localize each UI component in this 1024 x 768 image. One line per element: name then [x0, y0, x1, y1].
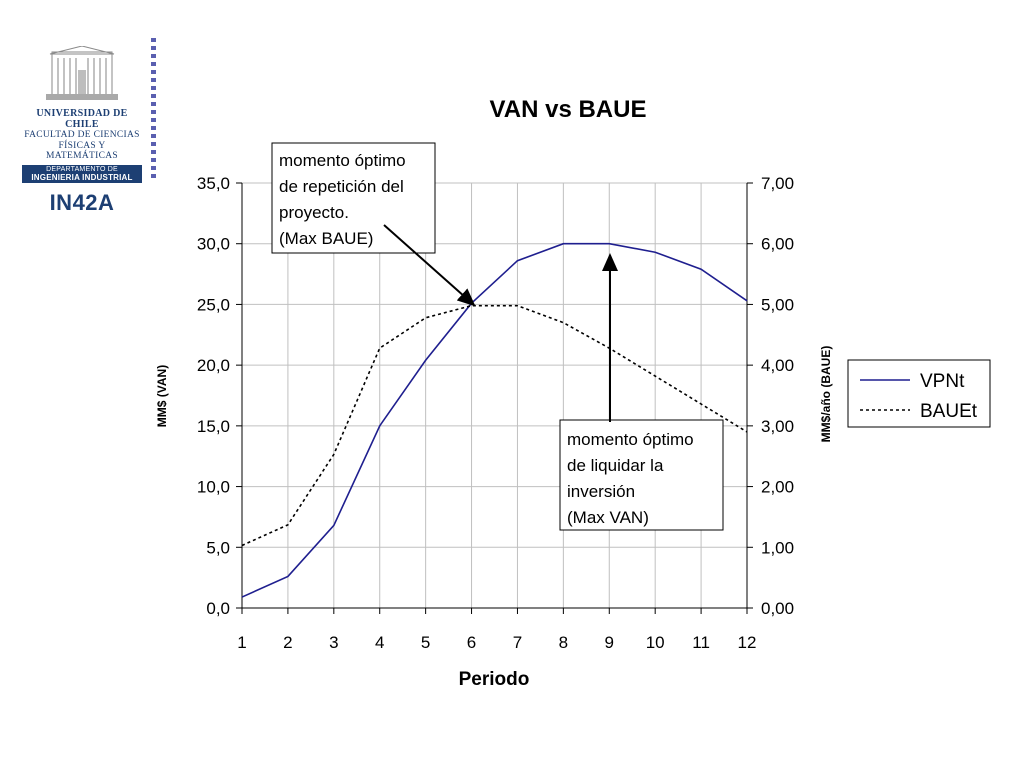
chart-title: VAN vs BAUE	[490, 96, 647, 123]
annotation-text: proyecto.	[279, 203, 349, 222]
y-tick-label-right: 6,00	[761, 235, 794, 254]
legend-label-vpnt: VPNt	[920, 371, 965, 392]
y-tick-label-left: 25,0	[197, 295, 230, 314]
x-tick-label: 2	[283, 633, 292, 652]
y-tick-label-left: 0,0	[206, 599, 230, 618]
annotation-text: de liquidar la	[567, 456, 664, 475]
y-tick-label-left: 15,0	[197, 417, 230, 436]
x-tick-label: 3	[329, 633, 338, 652]
y-tick-label-left: 5,0	[206, 538, 230, 557]
y-tick-label-right: 5,00	[761, 295, 794, 314]
y-tick-label-right: 7,00	[761, 174, 794, 193]
annotation-text: inversión	[567, 482, 635, 501]
series-line-vpnt	[241, 242, 748, 598]
legend-label-bauet: BAUEt	[920, 401, 978, 422]
logo-department: DEPARTAMENTO DE INGENIERIA INDUSTRIAL	[22, 164, 142, 183]
y-tick-label-right: 3,00	[761, 417, 794, 436]
x-tick-label: 7	[513, 633, 522, 652]
y-tick-label-left: 30,0	[197, 235, 230, 254]
y-tick-label-right: 2,00	[761, 478, 794, 497]
annotation-arrow	[383, 224, 476, 307]
x-tick-label: 8	[559, 633, 568, 652]
y-tick-label-right: 0,00	[761, 599, 794, 618]
annotation-text: momento óptimo	[279, 151, 406, 170]
logo-faculty-2: FÍSICAS Y MATEMÁTICAS	[46, 140, 118, 162]
annotation-box	[559, 419, 724, 531]
x-tick-label: 10	[646, 633, 665, 652]
y-tick-label-right: 4,00	[761, 356, 794, 375]
course-code: IN42A	[49, 189, 115, 215]
x-tick-label: 6	[467, 633, 476, 652]
y-axis-label-left: MM$ (VAN)	[155, 365, 169, 427]
logo-university: UNIVERSIDAD DE CHILE	[36, 108, 128, 130]
annotation-box	[271, 142, 436, 254]
x-tick-label: 4	[375, 633, 384, 652]
university-logo: UNIVERSIDAD DE CHILE FACULTAD DE CIENCIA…	[22, 45, 142, 216]
logo-department-label: DEPARTAMENTO DE	[46, 165, 118, 173]
x-tick-label: 12	[738, 633, 757, 652]
y-tick-label-right: 1,00	[761, 538, 794, 557]
x-axis-label: Periodo	[459, 669, 530, 690]
logo-department-name: INGENIERIA INDUSTRIAL	[31, 172, 133, 182]
legend-box	[847, 359, 991, 428]
logo-faculty: FACULTAD DE CIENCIAS	[24, 130, 140, 140]
x-tick-label: 1	[237, 633, 246, 652]
x-tick-label: 9	[605, 633, 614, 652]
y-tick-label-left: 20,0	[197, 356, 230, 375]
series-line-bauet	[241, 304, 748, 547]
x-tick-label: 5	[421, 633, 430, 652]
y-tick-label-left: 10,0	[197, 478, 230, 497]
annotation-text: (Max BAUE)	[279, 229, 373, 248]
annotation-text: momento óptimo	[567, 430, 694, 449]
annotation-text: de repetición del	[279, 177, 404, 196]
x-tick-label: 11	[692, 633, 710, 652]
dotted-divider	[151, 38, 156, 180]
building-icon	[46, 45, 118, 100]
y-axis-label-right: MM$/año (BAUE)	[819, 346, 833, 443]
annotation-text: (Max VAN)	[567, 508, 649, 527]
y-tick-label-left: 35,0	[197, 174, 230, 193]
